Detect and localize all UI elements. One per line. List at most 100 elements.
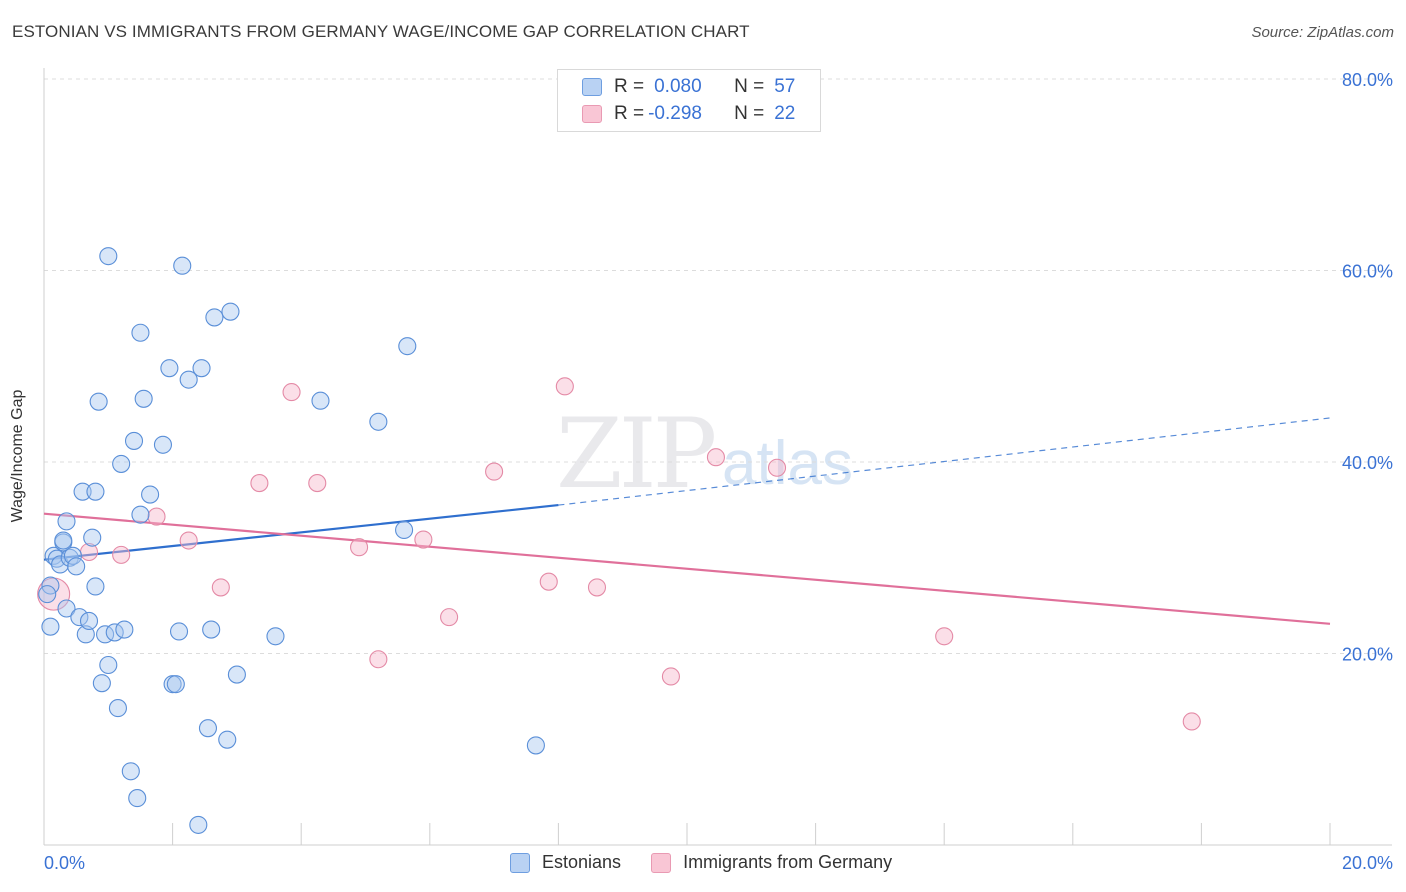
r-label: R = [614,103,645,124]
data-point-estonians [99,655,118,675]
series-immigrants-points [37,377,1201,731]
data-point-immigrants [485,462,504,481]
axes [43,68,1392,846]
data-point-immigrants [211,578,230,597]
watermark-zip: ZIP [556,398,717,510]
data-point-immigrants [661,667,680,686]
data-point-immigrants [308,474,327,493]
data-point-estonians [134,389,153,408]
data-point-estonians [131,323,150,342]
y-tick-label: 20.0% [1342,645,1393,665]
data-point-estonians [83,528,102,547]
data-point-estonians [198,719,218,738]
data-point-immigrants [112,545,131,564]
data-point-immigrants [539,572,558,591]
data-point-estonians [131,505,150,524]
swatch-pink [651,852,672,873]
data-point-estonians [153,435,173,454]
data-point-estonians [227,665,246,684]
data-point-immigrants [1182,712,1201,731]
data-point-estonians [63,546,82,565]
data-point-immigrants [767,458,787,477]
data-point-estonians [189,815,208,834]
correlation-legend: R = 0.080 N = 57 R = -0.298 N = 22 [557,69,821,132]
data-point-estonians [54,531,73,550]
series-estonians-points [38,247,545,834]
data-point-estonians [526,736,545,755]
data-point-estonians [86,577,105,596]
data-point-estonians [121,762,140,781]
source-label: Source: ZipAtlas.com [1251,24,1394,41]
data-point-estonians [89,392,108,411]
data-point-immigrants [147,507,166,526]
data-point-estonians [398,337,417,356]
data-point-estonians [99,247,118,266]
grid-lines [44,78,1392,654]
data-point-estonians [202,620,221,639]
y-tick-label: 60.0% [1342,262,1393,282]
data-point-estonians [166,675,185,694]
data-point-estonians [70,608,89,627]
legend-item-immigrants: Immigrants from Germany [651,852,892,873]
data-point-estonians [57,512,76,531]
data-point-estonians [76,625,95,644]
data-point-estonians [92,674,111,693]
tick-labels: 20.0% 40.0% 60.0% 80.0% 0.0% 20.0% [44,70,1393,873]
data-point-immigrants [179,531,198,550]
y-tick-label: 80.0% [1342,70,1393,90]
data-point-estonians [86,482,105,501]
data-point-estonians [108,699,127,718]
data-point-immigrants [250,474,269,493]
n-value: 22 [774,103,796,124]
data-point-estonians [173,256,192,275]
n-label: N = [734,103,765,124]
data-point-immigrants [587,578,607,597]
r-label: R = [614,76,645,97]
n-value: 57 [774,76,796,97]
data-point-immigrants [555,377,574,396]
data-point-immigrants [440,608,459,627]
data-point-estonians [221,302,240,321]
r-value: -0.298 [648,103,702,124]
data-point-estonians [311,391,330,410]
legend-label: Immigrants from Germany [683,852,893,872]
data-point-estonians [160,359,179,378]
chart-title: ESTONIAN VS IMMIGRANTS FROM GERMANY WAGE… [12,22,750,41]
trend-line-immigrants [43,512,1331,625]
x-tick-label: 0.0% [44,853,85,873]
data-point-estonians [369,412,388,431]
legend-row-estonians: R = 0.080 N = 57 [582,75,795,99]
data-point-estonians [141,485,160,504]
r-value: 0.080 [654,76,702,97]
data-point-estonians [192,359,211,378]
x-tick-label: 20.0% [1342,853,1393,873]
series-legend: Estonians Immigrants from Germany [510,852,922,873]
legend-item-estonians: Estonians [510,852,621,873]
data-point-estonians [169,622,189,641]
trend-lines [43,417,1331,625]
data-point-estonians [179,370,198,389]
data-point-estonians [266,627,285,646]
trend-line-estonians [43,503,559,561]
data-point-estonians [73,482,92,501]
data-point-estonians [115,620,134,639]
data-point-estonians [112,454,131,473]
data-point-immigrants [706,448,725,467]
data-point-estonians [41,617,60,636]
watermark-atlas: atlas [722,429,853,498]
data-point-immigrants [350,538,369,557]
data-point-immigrants [414,530,433,549]
swatch-blue [582,78,602,96]
data-point-estonians [218,730,237,749]
n-label: N = [734,76,765,97]
data-point-estonians [38,585,57,604]
data-point-estonians [51,555,70,574]
data-point-immigrants [282,383,301,402]
legend-label: Estonians [542,852,622,872]
y-tick-label: 40.0% [1342,453,1393,473]
data-point-estonians [205,308,224,327]
swatch-blue [510,852,530,873]
legend-row-immigrants: R = -0.298 N = 22 [582,102,795,126]
data-point-estonians [57,599,76,618]
